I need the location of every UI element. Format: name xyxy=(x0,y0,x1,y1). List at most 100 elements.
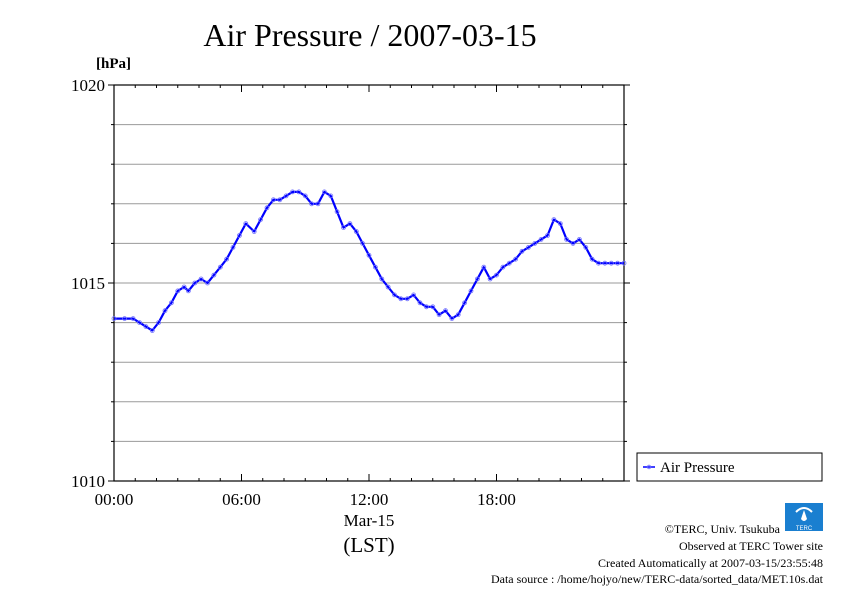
series-layer xyxy=(111,189,627,333)
data-point xyxy=(321,189,327,195)
data-point xyxy=(379,276,385,282)
data-point xyxy=(372,264,378,270)
data-point xyxy=(462,300,468,306)
legend-swatch-marker xyxy=(646,464,652,470)
data-point xyxy=(621,260,627,266)
data-point xyxy=(296,189,302,195)
chart-title: Air Pressure / 2007-03-15 xyxy=(203,17,536,53)
x-tick-label: 12:00 xyxy=(350,490,389,509)
grid-lines xyxy=(114,124,624,442)
series-line-air-pressure xyxy=(114,190,624,332)
data-point xyxy=(583,244,589,250)
data-point xyxy=(436,312,442,318)
data-point xyxy=(192,280,198,286)
x-date-label: Mar-15 xyxy=(344,511,395,530)
data-point xyxy=(468,288,474,294)
data-point xyxy=(608,260,614,266)
legend-label-air-pressure: Air Pressure xyxy=(660,460,735,476)
data-point xyxy=(243,221,249,227)
data-point xyxy=(385,284,391,290)
data-point xyxy=(602,260,608,266)
data-point xyxy=(564,236,569,242)
x-tick-label: 06:00 xyxy=(222,490,261,509)
data-point xyxy=(449,316,455,322)
data-point xyxy=(417,300,423,306)
data-point xyxy=(270,197,276,203)
data-point xyxy=(557,221,563,227)
data-point xyxy=(162,308,168,314)
data-point xyxy=(328,193,334,199)
data-point xyxy=(302,193,308,199)
plot-frame xyxy=(113,84,625,482)
data-point xyxy=(181,284,187,290)
data-point xyxy=(494,272,499,278)
data-point xyxy=(258,217,264,223)
data-point xyxy=(290,189,295,195)
data-point xyxy=(570,240,576,246)
data-point xyxy=(519,248,525,254)
data-point xyxy=(455,312,461,318)
x-axis-label: (LST) xyxy=(343,533,394,557)
data-point xyxy=(392,292,397,298)
data-point xyxy=(423,304,429,310)
data-point xyxy=(236,233,242,238)
data-point xyxy=(341,225,346,231)
x-tick-label: 18:00 xyxy=(477,490,516,509)
terc-logo: TERC xyxy=(785,503,823,532)
y-tick-labels: 1010 1015 1020 xyxy=(71,76,105,491)
data-point xyxy=(185,288,191,294)
credit-data-source: Data source : /home/hojyo/new/TERC-data/… xyxy=(491,572,824,586)
data-point xyxy=(538,236,544,242)
data-point xyxy=(506,260,512,266)
data-point xyxy=(551,217,557,223)
data-point xyxy=(500,264,506,270)
data-point xyxy=(360,240,366,246)
data-point xyxy=(474,276,480,282)
data-point xyxy=(347,221,353,227)
data-point xyxy=(315,201,321,207)
data-point xyxy=(217,264,223,270)
x-tick-labels: 00:00 06:00 12:00 18:00 xyxy=(95,490,516,509)
terc-logo-text: TERC xyxy=(796,526,813,532)
data-point xyxy=(577,236,582,242)
data-point xyxy=(230,244,236,250)
x-tick-label: 00:00 xyxy=(95,490,134,509)
data-point xyxy=(481,264,487,270)
data-point xyxy=(149,328,155,333)
data-point xyxy=(277,197,283,203)
data-point xyxy=(224,256,230,262)
data-point xyxy=(130,316,136,322)
data-point xyxy=(430,304,436,310)
data-point xyxy=(251,229,257,234)
y-tick-label: 1020 xyxy=(71,76,105,95)
data-point xyxy=(111,316,117,322)
data-point xyxy=(513,256,518,262)
data-point xyxy=(411,292,417,298)
data-point xyxy=(198,276,204,282)
data-point xyxy=(443,308,448,314)
credit-created: Created Automatically at 2007-03-15/23:5… xyxy=(598,556,823,570)
data-point xyxy=(175,288,181,294)
data-point xyxy=(309,201,315,207)
legend-box xyxy=(636,452,823,482)
legend: Air Pressure xyxy=(636,452,823,482)
credit-observed: Observed at TERC Tower site xyxy=(679,539,823,553)
data-point xyxy=(122,316,127,322)
y-unit-label: [hPa] xyxy=(96,56,131,72)
data-point xyxy=(532,240,538,246)
data-point xyxy=(264,205,270,211)
data-point xyxy=(205,280,210,286)
data-point xyxy=(353,229,359,234)
data-point xyxy=(143,324,149,330)
data-point xyxy=(156,320,162,326)
data-point xyxy=(404,296,410,302)
data-point xyxy=(398,296,404,302)
y-tick-label: 1015 xyxy=(71,274,105,293)
data-point xyxy=(211,272,217,278)
data-point xyxy=(589,256,595,262)
y-tick-label: 1010 xyxy=(71,472,105,491)
data-point xyxy=(615,260,620,266)
data-point xyxy=(545,233,550,238)
data-point xyxy=(283,193,289,199)
